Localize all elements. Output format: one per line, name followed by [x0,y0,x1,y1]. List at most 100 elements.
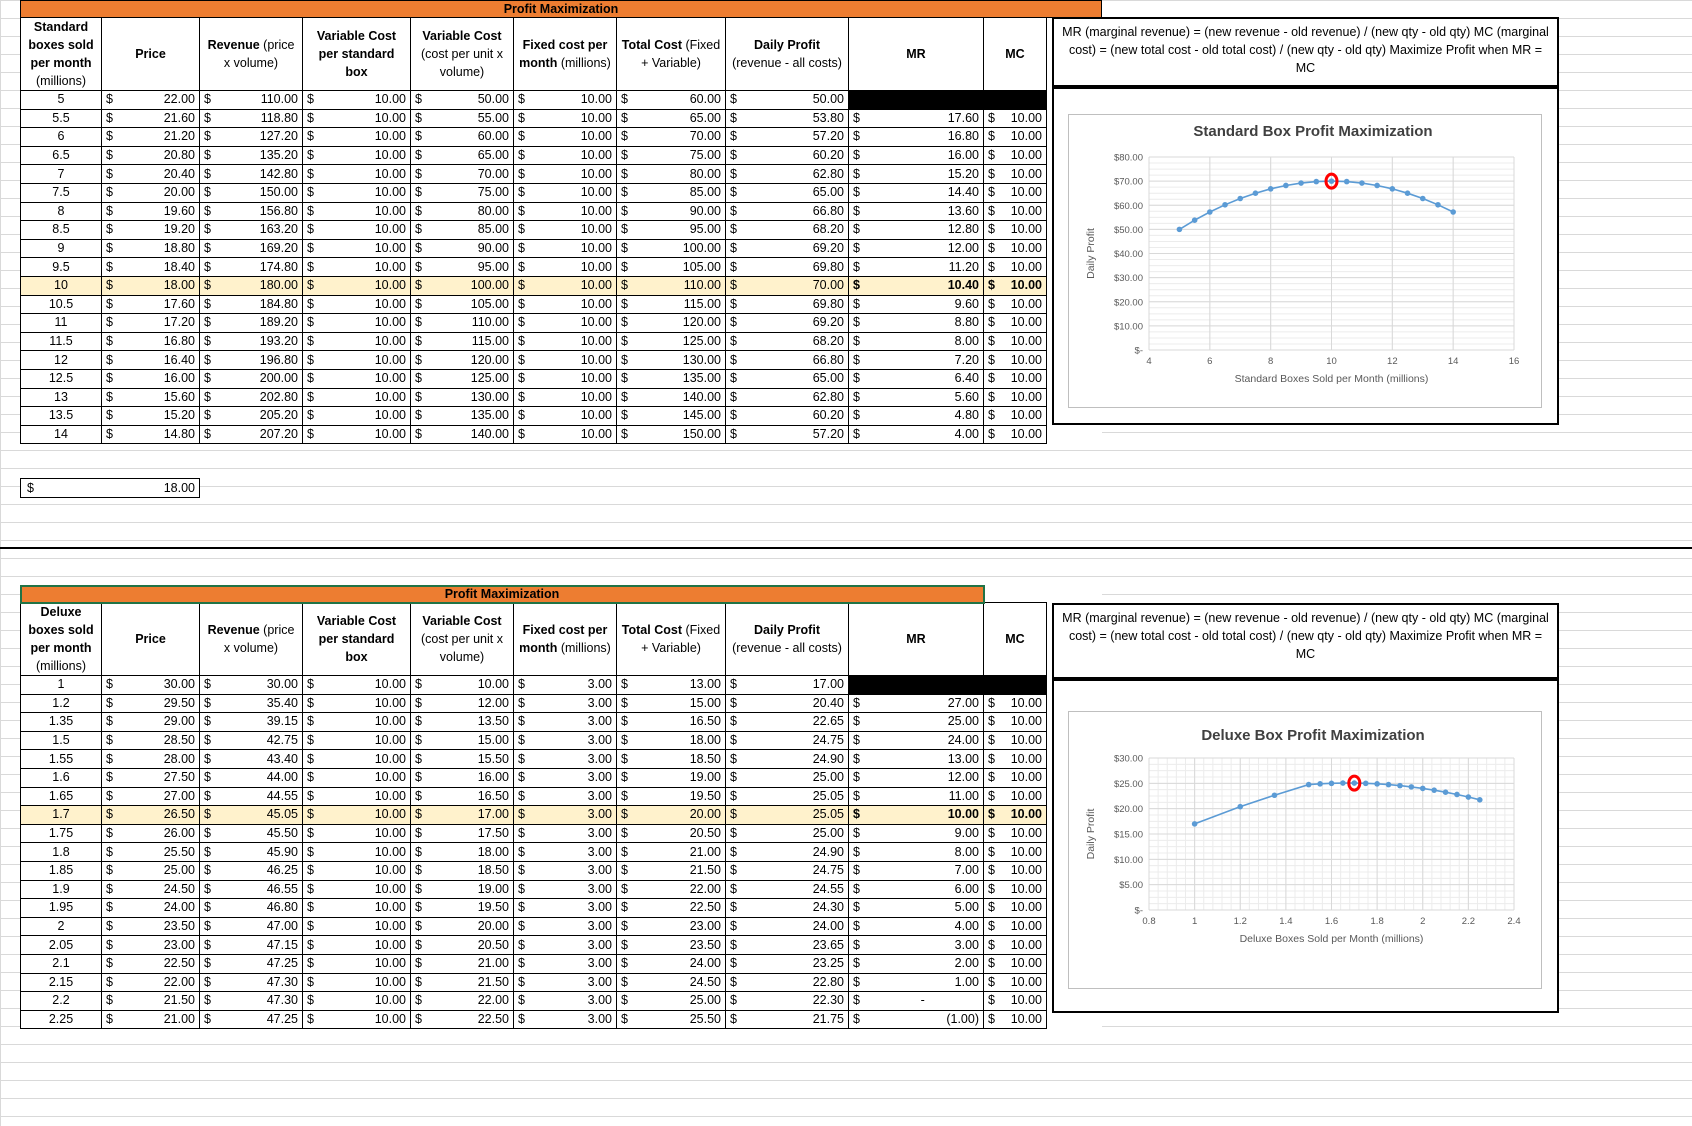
value-cell[interactable]: 13.00 [862,749,984,769]
value-cell[interactable]: 3.00 [527,675,617,695]
value-cell[interactable]: 18.00 [630,730,726,751]
value-cell[interactable]: 6.40 [862,368,984,389]
value-cell[interactable]: 46.25 [213,860,303,881]
value-cell[interactable]: 21.20 [115,127,200,147]
value-cell[interactable]: 20.50 [424,935,514,955]
value-cell[interactable]: 10.00 [997,786,1047,807]
value-cell[interactable]: 12.00 [862,767,984,788]
value-cell[interactable]: 29.50 [115,693,200,714]
value-cell[interactable]: 24.00 [739,916,849,937]
value-cell[interactable]: 12.00 [424,693,514,714]
value-cell[interactable]: 10.00 [316,1009,411,1030]
value-cell[interactable]: 69.80 [739,257,849,277]
value-cell[interactable]: 196.80 [213,350,303,370]
value-cell[interactable]: 22.00 [630,879,726,900]
value-cell[interactable]: 18.50 [630,749,726,769]
value-cell[interactable]: 22.65 [739,712,849,732]
value-cell[interactable]: 19.00 [424,879,514,900]
value-cell[interactable]: 120.00 [424,350,514,370]
value-cell[interactable]: 25.05 [739,786,849,807]
value-cell[interactable]: 95.00 [630,220,726,240]
value-cell[interactable]: 44.00 [213,767,303,788]
value-cell[interactable]: 68.20 [739,220,849,240]
value-cell[interactable]: 16.80 [115,331,200,352]
value-cell[interactable]: 27.50 [115,767,200,788]
value-cell[interactable]: 163.20 [213,220,303,240]
value-cell[interactable]: 17.60 [115,294,200,315]
value-cell[interactable]: 10.00 [527,257,617,277]
value-cell[interactable]: 80.00 [630,164,726,184]
value-cell[interactable]: 10.00 [316,879,411,900]
value-cell[interactable]: 10.00 [997,406,1047,426]
value-cell[interactable]: 46.55 [213,879,303,900]
value-cell[interactable]: 10.00 [527,220,617,240]
value-cell[interactable]: 2.00 [862,953,984,974]
value-cell[interactable]: 135.00 [424,406,514,426]
value-cell[interactable]: 3.00 [527,730,617,751]
value-cell[interactable]: 3.00 [527,823,617,844]
value-cell[interactable]: 9.00 [862,823,984,844]
value-cell[interactable]: 10.00 [997,749,1047,769]
value-cell[interactable]: 130.00 [630,350,726,370]
value-cell[interactable]: 24.55 [739,879,849,900]
value-cell[interactable]: 69.20 [739,238,849,259]
value-cell[interactable]: 75.00 [424,182,514,203]
value-cell[interactable]: 10.00 [997,201,1047,222]
qty-cell[interactable]: 11 [20,313,102,333]
value-cell[interactable]: 10.00 [997,313,1047,333]
column-header[interactable]: Revenue (price x volume) [199,17,303,91]
value-cell[interactable]: 110.00 [213,90,303,110]
qty-cell[interactable]: 9.5 [20,257,102,277]
value-cell[interactable]: 115.00 [424,331,514,352]
value-cell[interactable]: 10.00 [316,127,411,147]
value-cell[interactable]: 10.00 [997,767,1047,788]
value-cell[interactable]: 11.20 [862,257,984,277]
value-cell[interactable]: 24.30 [739,898,849,918]
value-cell[interactable]: 150.00 [630,424,726,445]
value-cell[interactable]: 26.00 [115,823,200,844]
value-cell[interactable]: 10.00 [997,916,1047,937]
value-cell[interactable]: 18.00 [115,275,200,296]
value-cell[interactable]: 20.40 [739,693,849,714]
value-cell[interactable]: 16.40 [115,350,200,370]
value-cell[interactable]: 142.80 [213,164,303,184]
value-cell[interactable]: 10.00 [997,275,1047,296]
value-cell[interactable]: 57.20 [739,424,849,445]
qty-cell[interactable]: 6.5 [20,145,102,166]
value-cell[interactable]: 22.50 [115,953,200,974]
column-header[interactable]: Standard boxes sold per month (millions) [20,17,102,91]
value-cell[interactable]: 19.20 [115,220,200,240]
value-cell[interactable]: 3.00 [527,991,617,1011]
column-header[interactable]: Daily Profit (revenue - all costs) [725,17,849,91]
value-cell[interactable]: 10.00 [527,127,617,147]
qty-cell[interactable]: 1.75 [20,823,102,844]
value-cell[interactable]: 7.00 [862,860,984,881]
qty-cell[interactable]: 8 [20,201,102,222]
value-cell[interactable]: 25.05 [739,805,849,825]
value-cell[interactable]: 15.00 [630,693,726,714]
value-cell[interactable]: 174.80 [213,257,303,277]
value-cell[interactable]: 10.00 [316,972,411,993]
value-cell[interactable]: 8.00 [862,842,984,862]
value-cell[interactable]: 110.00 [630,275,726,296]
value-cell[interactable]: 15.50 [424,749,514,769]
qty-cell[interactable]: 7.5 [20,182,102,203]
value-cell[interactable]: 118.80 [213,108,303,129]
value-cell[interactable]: 24.50 [115,879,200,900]
value-cell[interactable]: 53.80 [739,108,849,129]
column-header[interactable]: Price [101,602,200,676]
value-cell[interactable]: 10.00 [316,201,411,222]
qty-cell[interactable]: 1 [20,675,102,695]
value-cell[interactable]: 14.80 [115,424,200,445]
column-header[interactable]: Variable Cost (cost per unit x volume) [410,602,514,676]
value-cell[interactable]: 22.50 [630,898,726,918]
value-cell[interactable]: 130.00 [424,387,514,408]
value-cell[interactable]: 47.30 [213,991,303,1011]
value-cell[interactable]: 55.00 [424,108,514,129]
value-cell[interactable]: 17.20 [115,313,200,333]
value-cell[interactable]: 9.60 [862,294,984,315]
value-cell[interactable]: 10.00 [997,879,1047,900]
value-cell[interactable]: 100.00 [424,275,514,296]
value-cell[interactable]: 3.00 [527,898,617,918]
column-header[interactable]: Price [101,17,200,91]
